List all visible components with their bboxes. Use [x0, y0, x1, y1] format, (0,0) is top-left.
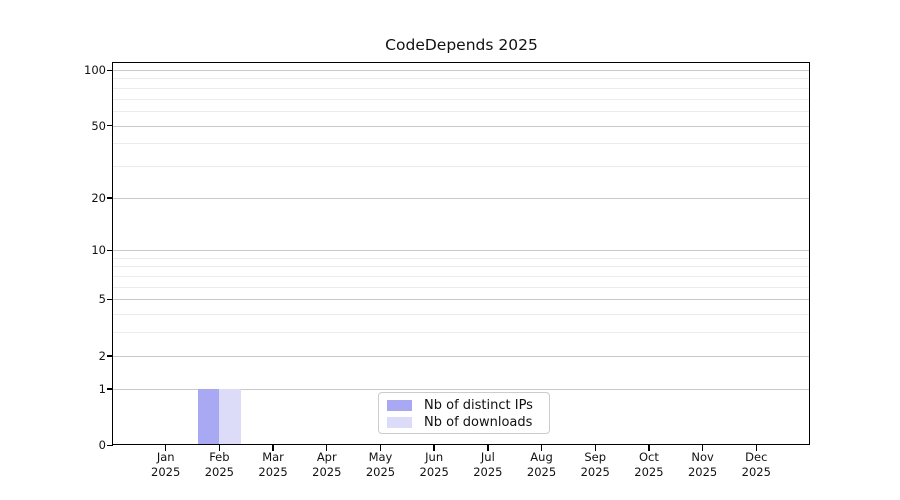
y-tick-mark [107, 444, 113, 446]
y-tick-label: 10 [91, 243, 106, 258]
y-gridline-major [113, 355, 809, 357]
y-gridline-minor [113, 276, 809, 278]
y-tick-label: 1 [98, 381, 106, 396]
y-gridline-major [113, 388, 809, 390]
y-gridline-minor [113, 314, 809, 316]
y-tick-label: 5 [98, 292, 106, 307]
y-gridline-major [113, 70, 809, 71]
chart-title: CodeDepends 2025 [385, 36, 538, 54]
y-tick-mark [107, 125, 113, 127]
x-tick-label: Jan 2025 [151, 450, 181, 479]
legend-item-nb-of-downloads: Nb of downloads [379, 414, 549, 431]
y-tick-mark [107, 249, 113, 252]
y-tick-label: 20 [91, 190, 106, 205]
legend-item-nb-of-distinct-ips: Nb of distinct IPs [379, 397, 549, 414]
x-tick-label: Aug 2025 [526, 450, 557, 479]
x-tick-mark [433, 445, 435, 451]
y-tick-mark [107, 197, 113, 199]
x-tick-label: Oct 2025 [634, 450, 664, 479]
x-tick-mark [540, 445, 543, 451]
x-tick-mark [326, 445, 328, 451]
x-tick-mark [755, 445, 757, 451]
y-gridline-minor [113, 98, 809, 100]
legend-swatch-nb-of-distinct-ips [387, 400, 412, 411]
y-gridline-minor [113, 165, 809, 167]
x-tick-mark [594, 445, 596, 451]
legend-label: Nb of downloads [424, 415, 533, 430]
y-tick-label: 50 [91, 118, 106, 133]
y-gridline-minor [113, 110, 809, 112]
x-tick-label: Mar 2025 [258, 450, 288, 479]
y-tick-mark [107, 355, 113, 357]
x-tick-label: Feb 2025 [204, 450, 235, 479]
y-gridline-minor [113, 266, 809, 268]
x-tick-label: Jul 2025 [473, 450, 503, 479]
legend-swatch-nb-of-downloads [387, 417, 412, 428]
x-tick-label: Jun 2025 [419, 450, 449, 479]
x-tick-mark [379, 445, 382, 451]
x-tick-mark [164, 445, 167, 451]
x-tick-mark [487, 445, 489, 451]
plot-frame [112, 62, 810, 445]
x-tick-mark [272, 445, 274, 451]
y-gridline-major [113, 299, 809, 301]
legend: Nb of distinct IPs Nb of downloads [378, 392, 550, 434]
x-tick-mark [648, 445, 650, 451]
y-gridline-minor [113, 87, 809, 89]
y-tick-label: 100 [84, 63, 106, 77]
bar-nb-of-distinct-ips [197, 388, 220, 445]
y-gridline-major [113, 250, 809, 252]
x-tick-label: May 2025 [365, 450, 396, 479]
y-tick-mark [107, 69, 113, 71]
x-tick-label: Sep 2025 [580, 450, 610, 479]
y-gridline-minor [113, 286, 809, 288]
y-tick-label: 2 [98, 348, 106, 363]
bar-nb-of-downloads [219, 388, 241, 445]
y-gridline-minor [113, 332, 809, 334]
y-gridline-minor [113, 143, 809, 145]
y-gridline-minor [113, 78, 809, 80]
x-tick-label: Apr 2025 [312, 450, 342, 479]
x-tick-mark [218, 445, 221, 451]
x-tick-label: Nov 2025 [687, 450, 718, 479]
legend-label: Nb of distinct IPs [424, 398, 533, 413]
y-tick-label: 0 [98, 438, 106, 452]
y-tick-mark [107, 298, 113, 301]
x-tick-mark [701, 445, 704, 451]
y-gridline-minor [113, 257, 809, 259]
y-tick-mark [107, 388, 113, 390]
x-tick-label: Dec 2025 [741, 450, 771, 479]
y-gridline-major [113, 197, 809, 199]
y-gridline-major [113, 125, 809, 127]
